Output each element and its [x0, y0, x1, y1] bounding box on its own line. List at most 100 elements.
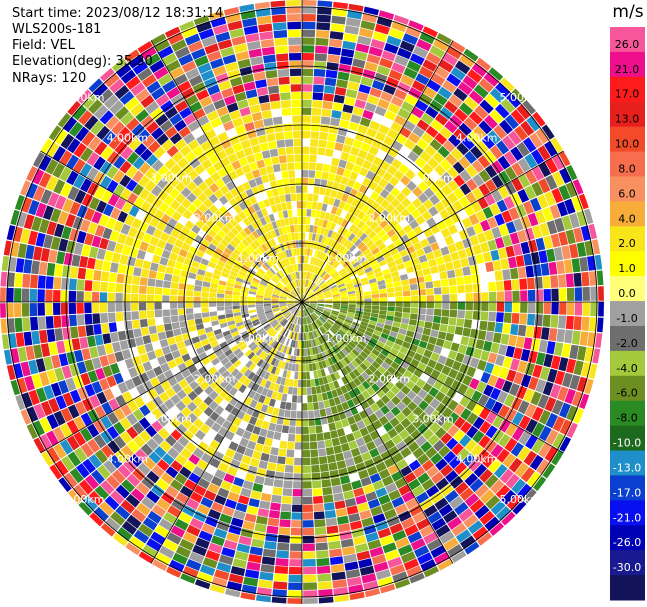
radar-gate: [324, 188, 332, 197]
radar-gate: [364, 227, 373, 236]
radar-gate: [399, 40, 415, 53]
colorbar-tick-label: 4.0: [618, 212, 636, 225]
radar-gate: [503, 151, 517, 166]
radar-gate: [517, 157, 531, 173]
radar-gate: [379, 142, 391, 153]
radar-gate: [386, 35, 402, 47]
radar-gate: [340, 111, 352, 121]
radar-gate: [407, 271, 416, 279]
radar-gate: [437, 263, 447, 273]
radar-gate: [374, 271, 383, 278]
radar-gate: [324, 274, 331, 281]
radar-gate: [337, 235, 344, 243]
radar-gate: [434, 66, 450, 79]
radar-gate: [316, 155, 325, 164]
radar-gate: [352, 164, 362, 174]
radar-gate: [386, 228, 396, 238]
radar-gate: [369, 120, 381, 131]
radar-gate: [484, 229, 495, 241]
radar-gate: [457, 81, 473, 96]
radar-gate: [433, 93, 448, 106]
radar-gate: [383, 224, 393, 233]
radar-gate: [427, 235, 437, 245]
colorbar-tick-label: -10.0: [613, 437, 641, 450]
radar-gate: [417, 204, 428, 215]
radar-gate: [485, 164, 498, 178]
radar-gate: [429, 194, 440, 206]
radar-gate: [435, 189, 447, 201]
radar-gate: [336, 254, 344, 262]
radar-gate: [480, 219, 491, 232]
radar-gate: [324, 156, 333, 165]
radar-gate: [355, 43, 370, 54]
radar-gate: [329, 31, 344, 40]
radar-gate: [304, 271, 307, 279]
radar-gate: [403, 67, 418, 80]
radar-gate: [505, 245, 515, 258]
radar-gate: [332, 150, 342, 159]
radar-gate: [347, 233, 356, 242]
radar-gate: [327, 238, 334, 247]
radar-gate: [405, 25, 422, 38]
radar-gate: [315, 289, 322, 295]
radar-gate: [331, 15, 346, 25]
radar-gate: [302, 296, 308, 302]
radar-gate: [420, 112, 434, 125]
radar-gate: [442, 254, 452, 264]
radar-gate: [316, 226, 322, 235]
radar-gate: [344, 263, 352, 270]
radar-gate: [402, 157, 414, 169]
radar-gate: [416, 169, 428, 181]
radar-gate: [397, 47, 412, 60]
radar-gate: [334, 276, 342, 283]
radar-gate: [405, 214, 415, 224]
radar-gate: [419, 150, 432, 163]
radar-gate: [377, 98, 390, 110]
radar-gate: [356, 91, 369, 102]
radar-gate: [316, 258, 321, 267]
radar-gate: [497, 185, 510, 199]
radar-gate: [394, 114, 407, 126]
radar-gate: [319, 281, 326, 288]
radar-gate: [341, 247, 349, 256]
radar-gate: [434, 164, 446, 177]
radar-gate: [303, 287, 306, 295]
radar-gate: [316, 202, 323, 211]
radar-gate: [339, 119, 350, 129]
radar-gate: [336, 167, 345, 176]
radar-gate: [330, 286, 338, 291]
radar-gate: [426, 79, 441, 93]
radar-gate: [399, 145, 412, 157]
radar-gate: [329, 248, 336, 257]
radar-gate: [379, 188, 390, 199]
colorbar-tick-label: -30.0: [613, 561, 641, 574]
radar-gate: [356, 201, 365, 211]
radar-gate: [428, 170, 441, 182]
radar-gate: [320, 282, 327, 289]
radar-gate: [488, 66, 505, 81]
radar-gate: [324, 294, 332, 297]
radar-gate: [313, 275, 319, 283]
radar-gate: [351, 247, 360, 255]
radar-gate: [389, 265, 398, 273]
radar-gate: [465, 191, 477, 204]
radar-gate: [387, 103, 401, 114]
radar-gate: [510, 146, 524, 161]
radar-gate: [411, 209, 422, 219]
radar-gate: [365, 251, 374, 260]
radar-gate: [415, 215, 426, 226]
radar-gate: [385, 256, 394, 264]
radar-gate: [324, 77, 337, 87]
radar-gate: [447, 179, 459, 192]
radar-gate: [354, 250, 362, 258]
radar-gate: [302, 76, 313, 84]
radar-gate: [535, 210, 546, 224]
radar-gate: [458, 156, 471, 169]
radar-gate: [302, 84, 313, 92]
colorbar-tick-label: -1.0: [616, 312, 637, 325]
radar-gate: [360, 194, 370, 204]
radar-gate: [527, 212, 539, 227]
radar-gate: [326, 277, 333, 284]
radar-gate: [341, 193, 349, 203]
